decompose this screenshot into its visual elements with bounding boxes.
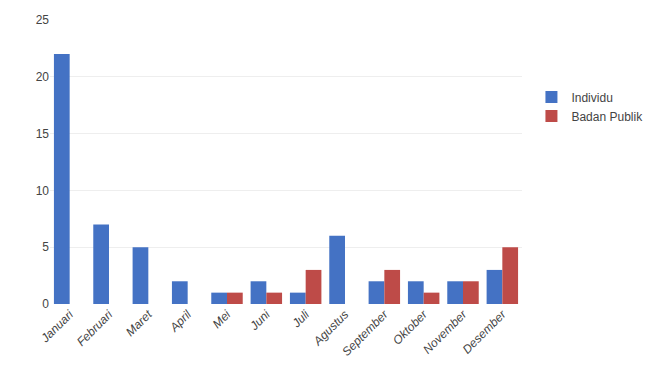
svg-text:Juli: Juli [289, 307, 313, 331]
svg-text:September: September [339, 307, 391, 359]
svg-text:15: 15 [36, 127, 50, 141]
svg-text:Individu: Individu [571, 91, 612, 105]
svg-text:Juni: Juni [247, 307, 273, 333]
svg-text:Desember: Desember [460, 307, 510, 357]
svg-text:Oktober: Oktober [390, 307, 431, 348]
svg-text:Badan Publik: Badan Publik [571, 110, 643, 124]
svg-text:April: April [166, 307, 194, 335]
svg-text:Januari: Januari [38, 307, 77, 346]
svg-text:Februari: Februari [74, 307, 116, 349]
svg-text:Maret: Maret [123, 307, 155, 339]
svg-text:Mei: Mei [210, 307, 234, 331]
svg-text:November: November [420, 307, 470, 357]
svg-text:10: 10 [36, 184, 50, 198]
svg-text:0: 0 [42, 297, 49, 311]
svg-text:Agustus: Agustus [310, 307, 351, 348]
svg-text:20: 20 [36, 70, 50, 84]
svg-text:5: 5 [42, 240, 49, 254]
svg-text:25: 25 [36, 13, 50, 27]
